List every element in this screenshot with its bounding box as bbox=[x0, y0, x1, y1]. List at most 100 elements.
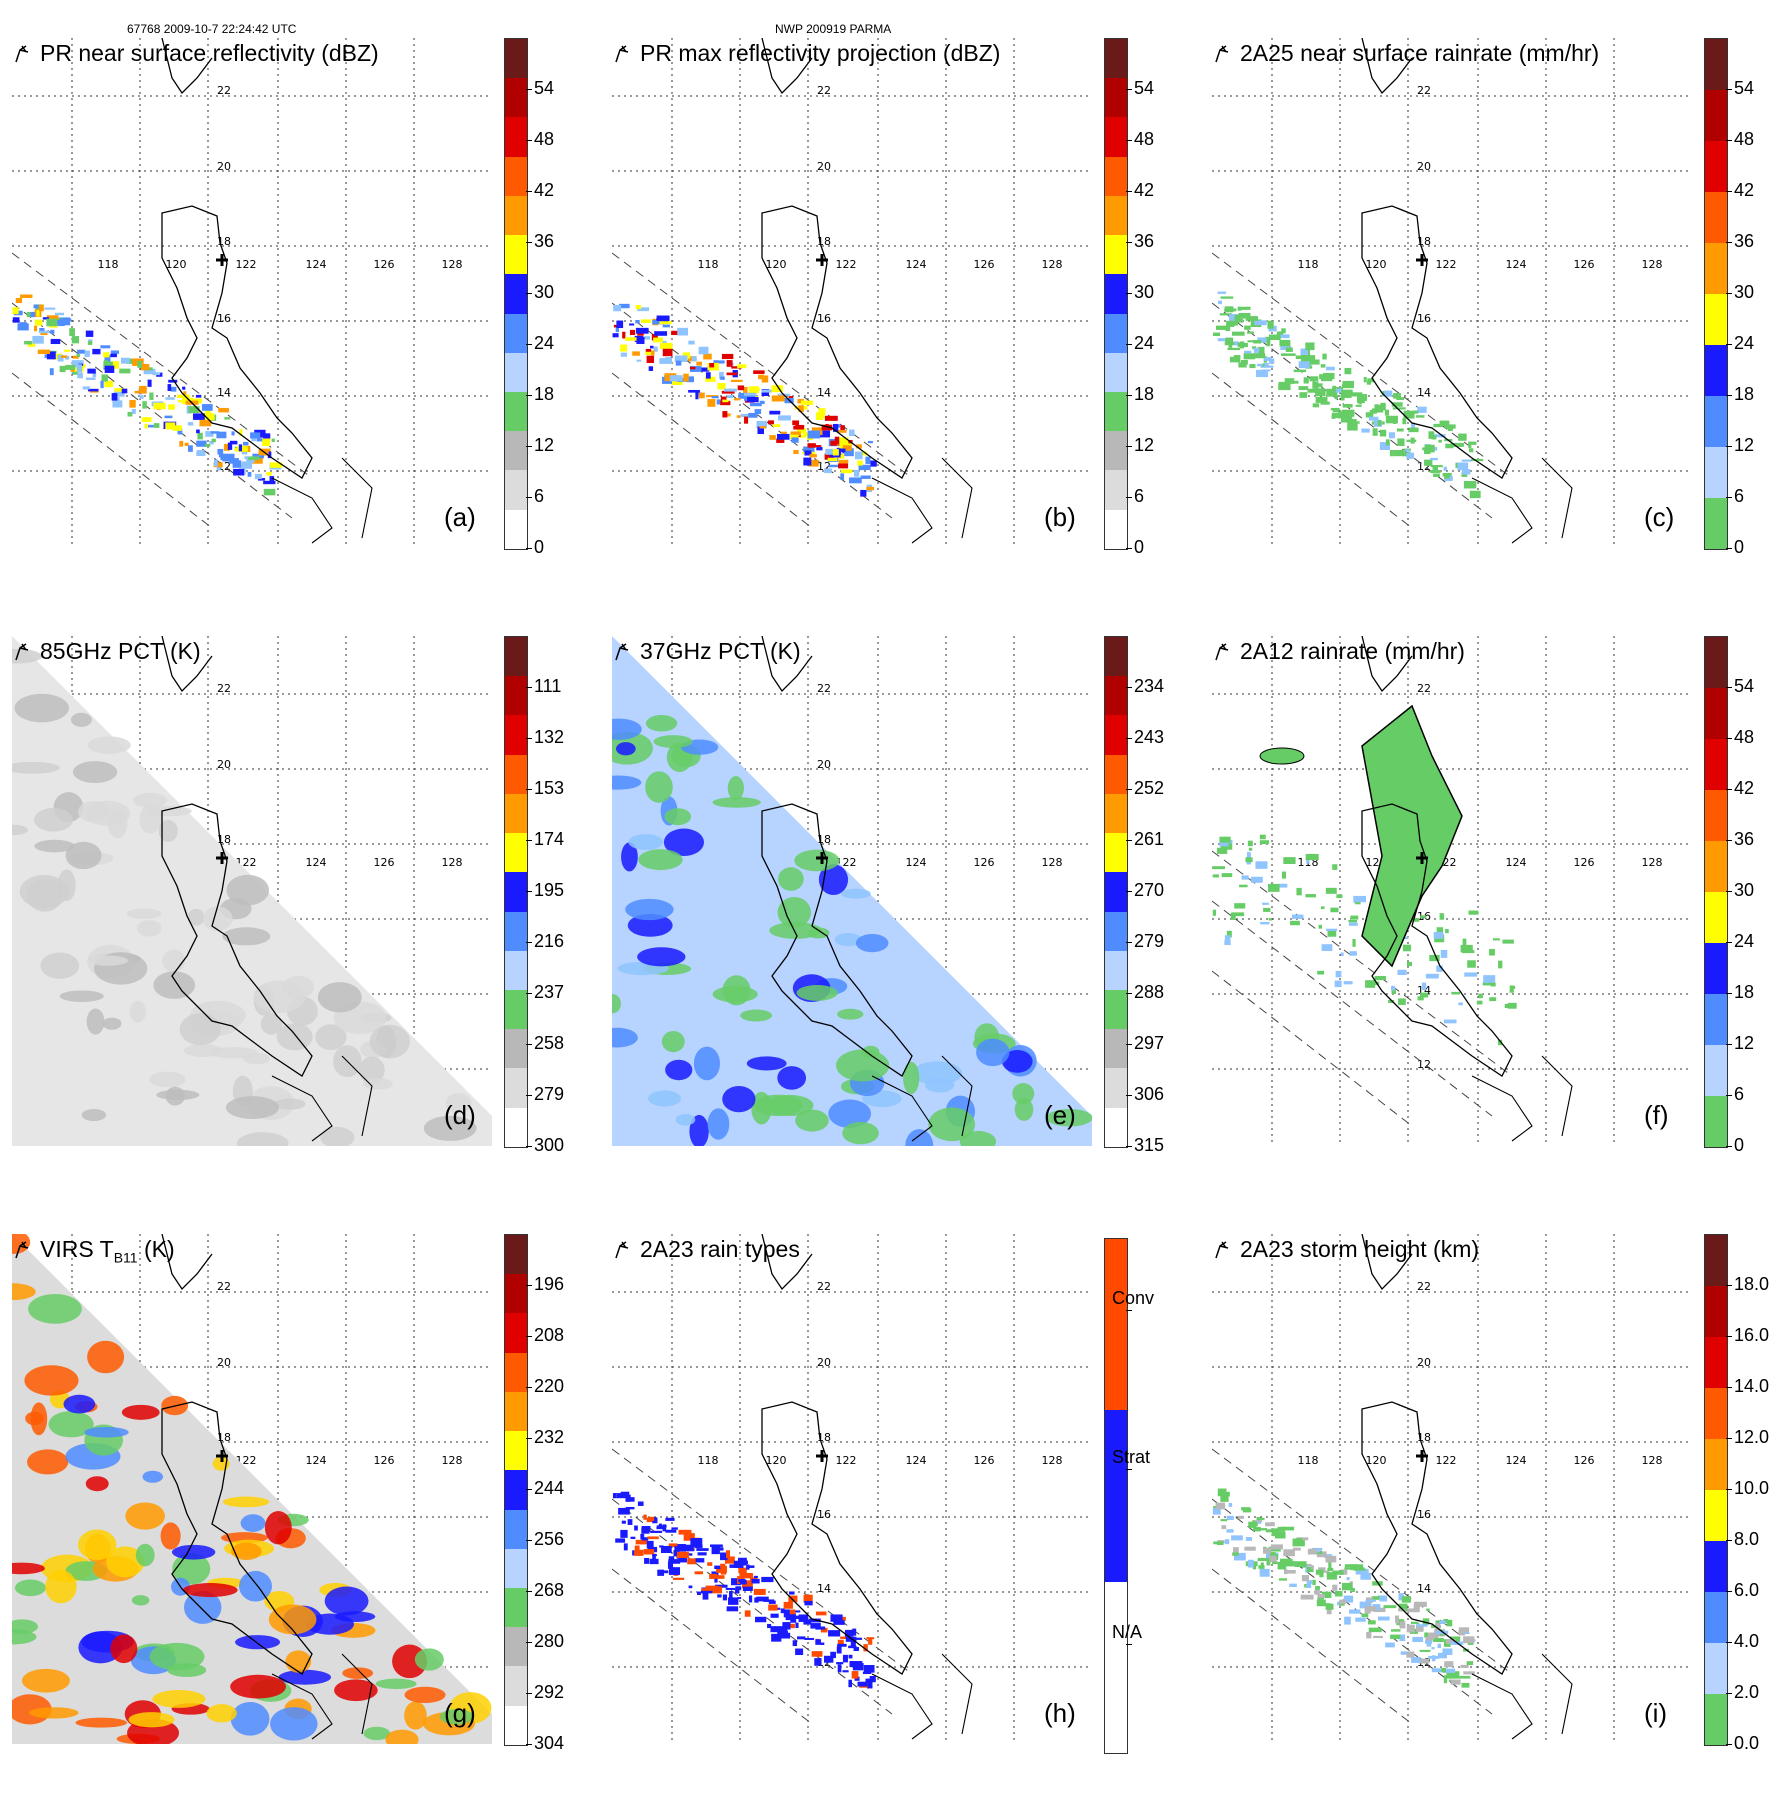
field-blob bbox=[912, 1061, 963, 1085]
colorbar-segment bbox=[1705, 1490, 1727, 1541]
colorbar-segment bbox=[1705, 943, 1727, 994]
rain-pixel bbox=[71, 336, 80, 344]
field-blob bbox=[102, 1017, 122, 1030]
rain-pixel bbox=[1340, 414, 1353, 423]
colorbar-segment bbox=[505, 1235, 527, 1275]
field-blob bbox=[615, 742, 636, 756]
rain-pixel bbox=[654, 331, 668, 336]
rain-pixel bbox=[707, 399, 716, 407]
rain-pixel bbox=[140, 363, 150, 371]
luzon-coastline bbox=[1361, 205, 1513, 479]
rain-pixel bbox=[712, 1575, 725, 1579]
rain-pixel bbox=[1226, 320, 1235, 327]
rain-pixel bbox=[1367, 1620, 1376, 1625]
rain-pixel bbox=[153, 423, 160, 428]
rain-pixel bbox=[33, 325, 38, 332]
colorbar-segment bbox=[1105, 313, 1127, 353]
rain-pixel bbox=[119, 368, 131, 374]
rain-pixel bbox=[824, 1655, 834, 1663]
rain-pixel bbox=[665, 1529, 677, 1533]
rain-pixel bbox=[263, 488, 276, 496]
rain-pixel bbox=[1443, 1675, 1448, 1684]
rain-pixel bbox=[646, 1540, 654, 1549]
rain-pixel bbox=[1234, 341, 1239, 346]
colorbar-tick-mark bbox=[1726, 1744, 1732, 1745]
rain-pixel bbox=[842, 445, 852, 451]
rain-pixel bbox=[84, 350, 90, 357]
rain-pixel bbox=[689, 366, 696, 370]
rain-pixel bbox=[1299, 392, 1308, 398]
rain-pixel bbox=[269, 476, 275, 483]
colorbar-tick-mark bbox=[1126, 840, 1132, 841]
colorbar bbox=[1104, 1238, 1128, 1754]
colorbar-tick-label: 24 bbox=[1134, 333, 1155, 353]
rain-pixel bbox=[149, 392, 154, 400]
rain-pixel bbox=[1433, 932, 1444, 939]
rain-pixel bbox=[1368, 416, 1379, 421]
rain-pixel bbox=[688, 389, 700, 393]
rain-pixel bbox=[72, 355, 79, 359]
colorbar-segment bbox=[505, 274, 527, 314]
rain-pixel bbox=[643, 1549, 655, 1555]
field-blob bbox=[828, 1099, 872, 1128]
rain-pixel bbox=[1439, 420, 1450, 426]
panel-h: 118 120 122 124 126 128 22 20 18 16 14 12 2A23 rain … bbox=[612, 1234, 1172, 1794]
field-blob bbox=[905, 1129, 934, 1146]
colorbar-segment bbox=[1705, 396, 1727, 447]
colorbar-tick-mark bbox=[1126, 293, 1132, 294]
lat-label: 20 bbox=[217, 160, 231, 173]
colorbar-tick-mark bbox=[526, 548, 532, 549]
panel-title-subscript: B11 bbox=[113, 1249, 138, 1266]
rain-pixel bbox=[1315, 396, 1328, 403]
rain-pixel bbox=[65, 364, 76, 370]
rain-pixel bbox=[1339, 1599, 1346, 1605]
rain-pixel bbox=[1218, 300, 1222, 305]
rain-pixel bbox=[1435, 1623, 1441, 1631]
rain-pixel bbox=[1467, 481, 1472, 487]
rain-pixel bbox=[1416, 1624, 1428, 1627]
colorbar-tick-label: 42 bbox=[1734, 180, 1755, 200]
rain-pixel bbox=[795, 424, 805, 429]
rain-pixel bbox=[767, 1623, 772, 1629]
rain-pixel bbox=[716, 1565, 727, 1573]
swath-edge bbox=[12, 372, 213, 529]
colorbar-tick-mark bbox=[1726, 395, 1732, 396]
lat-label: 22 bbox=[1417, 84, 1431, 97]
panel-title: 85GHz PCT (K) bbox=[40, 638, 201, 665]
satellite-icon bbox=[615, 643, 629, 661]
rain-pixel bbox=[1240, 359, 1248, 365]
colorbar-tick-label: 132 bbox=[534, 727, 565, 747]
rain-pixel bbox=[50, 338, 61, 345]
rain-pixel bbox=[1504, 1003, 1512, 1009]
swath-edge bbox=[12, 302, 293, 519]
colorbar-tick-mark bbox=[1726, 1540, 1732, 1541]
swath-edge bbox=[1212, 252, 1513, 479]
satellite-icon bbox=[15, 643, 29, 661]
rain-pixel bbox=[1326, 1607, 1332, 1615]
rain-pixel bbox=[1269, 1555, 1277, 1562]
colorbar-tick-mark bbox=[526, 446, 532, 447]
lat-label: 20 bbox=[1417, 160, 1431, 173]
rain-pixel bbox=[100, 380, 104, 389]
rain-pixel bbox=[637, 307, 650, 312]
rain-pixel bbox=[720, 1563, 726, 1569]
colorbar-tick-label: 24 bbox=[1734, 333, 1755, 353]
rain-pixel bbox=[1310, 1565, 1314, 1570]
rain-pixel bbox=[675, 360, 682, 366]
rain-pixel bbox=[853, 469, 860, 477]
rain-pixel bbox=[1321, 944, 1333, 951]
rain-pixel bbox=[1215, 325, 1227, 330]
swath-edge bbox=[12, 252, 313, 479]
colorbar-tick-mark bbox=[1726, 191, 1732, 192]
rain-pixel bbox=[1391, 988, 1396, 995]
header-orbit-time: 67768 2009-10-7 22:24:42 UTC bbox=[127, 22, 297, 36]
rain-pixel bbox=[165, 397, 175, 400]
rain-pixel bbox=[716, 399, 723, 405]
rain-pixel bbox=[1290, 920, 1300, 926]
swath-edge bbox=[612, 1568, 813, 1725]
rain-pixel bbox=[1224, 940, 1231, 946]
rain-pixel bbox=[662, 324, 670, 328]
rain-pixel bbox=[1391, 1629, 1401, 1632]
rain-pixel bbox=[1410, 1621, 1419, 1624]
